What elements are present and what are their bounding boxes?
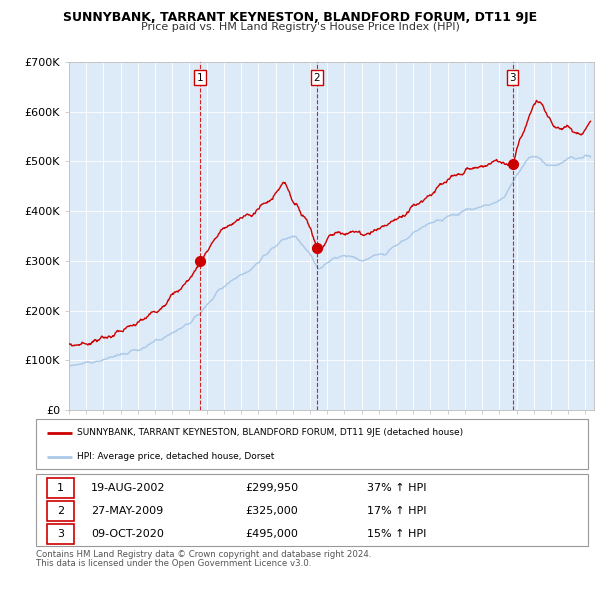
Text: Contains HM Land Registry data © Crown copyright and database right 2024.: Contains HM Land Registry data © Crown c…: [36, 550, 371, 559]
Text: £299,950: £299,950: [246, 483, 299, 493]
Text: This data is licensed under the Open Government Licence v3.0.: This data is licensed under the Open Gov…: [36, 559, 311, 568]
Text: HPI: Average price, detached house, Dorset: HPI: Average price, detached house, Dors…: [77, 452, 275, 461]
Text: £325,000: £325,000: [246, 506, 299, 516]
Text: 2: 2: [57, 506, 64, 516]
Text: 19-AUG-2002: 19-AUG-2002: [91, 483, 166, 493]
Text: 37% ↑ HPI: 37% ↑ HPI: [367, 483, 427, 493]
Text: SUNNYBANK, TARRANT KEYNESTON, BLANDFORD FORUM, DT11 9JE: SUNNYBANK, TARRANT KEYNESTON, BLANDFORD …: [63, 11, 537, 24]
Text: Price paid vs. HM Land Registry's House Price Index (HPI): Price paid vs. HM Land Registry's House …: [140, 22, 460, 32]
Text: 1: 1: [197, 73, 203, 83]
Text: £495,000: £495,000: [246, 529, 299, 539]
Text: SUNNYBANK, TARRANT KEYNESTON, BLANDFORD FORUM, DT11 9JE (detached house): SUNNYBANK, TARRANT KEYNESTON, BLANDFORD …: [77, 428, 464, 437]
Bar: [47, 478, 74, 498]
Text: 1: 1: [57, 483, 64, 493]
Text: 3: 3: [57, 529, 64, 539]
Text: 09-OCT-2020: 09-OCT-2020: [91, 529, 164, 539]
Text: 3: 3: [509, 73, 516, 83]
Bar: [47, 524, 74, 545]
Text: 2: 2: [314, 73, 320, 83]
Text: 17% ↑ HPI: 17% ↑ HPI: [367, 506, 427, 516]
Text: 27-MAY-2009: 27-MAY-2009: [91, 506, 163, 516]
Text: 15% ↑ HPI: 15% ↑ HPI: [367, 529, 427, 539]
Bar: [47, 501, 74, 522]
